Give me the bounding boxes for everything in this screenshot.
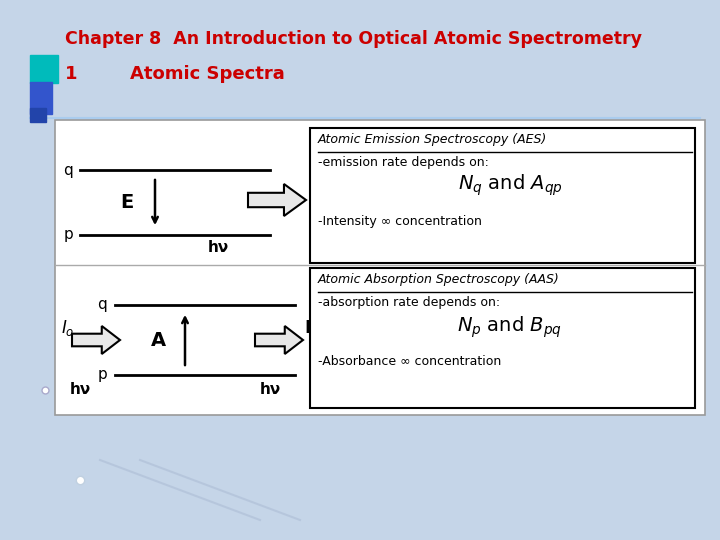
- Text: -absorption rate depends on:: -absorption rate depends on:: [318, 296, 500, 309]
- Text: q: q: [63, 163, 73, 178]
- Polygon shape: [255, 326, 303, 354]
- Text: 1: 1: [65, 65, 78, 83]
- Text: -emission rate depends on:: -emission rate depends on:: [318, 156, 489, 169]
- Text: Atomic Absorption Spectroscopy (AAS): Atomic Absorption Spectroscopy (AAS): [318, 273, 559, 286]
- Text: Chapter 8  An Introduction to Optical Atomic Spectrometry: Chapter 8 An Introduction to Optical Ato…: [65, 30, 642, 48]
- Text: $N_p$ and $B_{pq}$: $N_p$ and $B_{pq}$: [457, 314, 562, 340]
- Polygon shape: [72, 326, 120, 354]
- Text: I: I: [305, 319, 311, 337]
- Polygon shape: [248, 184, 306, 216]
- Text: Atomic Spectra: Atomic Spectra: [130, 65, 284, 83]
- Text: -Intensity ∞ concentration: -Intensity ∞ concentration: [318, 215, 482, 228]
- Bar: [30, 82, 52, 114]
- Text: hν: hν: [207, 240, 229, 255]
- Text: p: p: [63, 227, 73, 242]
- Text: Atomic Emission Spectroscopy (AES): Atomic Emission Spectroscopy (AES): [318, 133, 547, 146]
- Bar: [310, 268, 695, 408]
- Text: E: E: [120, 192, 134, 212]
- Text: -Absorbance ∞ concentration: -Absorbance ∞ concentration: [318, 355, 501, 368]
- Bar: [30, 108, 46, 122]
- Bar: [55, 120, 705, 415]
- Text: $N_q$ and $A_{qp}$: $N_q$ and $A_{qp}$: [457, 172, 562, 198]
- Bar: [30, 55, 58, 83]
- Text: A: A: [150, 330, 166, 349]
- Text: $I_o$: $I_o$: [61, 318, 75, 338]
- Bar: [310, 128, 695, 263]
- Text: hν: hν: [259, 382, 281, 397]
- Text: p: p: [97, 368, 107, 382]
- Text: hν: hν: [69, 382, 91, 397]
- Text: q: q: [97, 298, 107, 313]
